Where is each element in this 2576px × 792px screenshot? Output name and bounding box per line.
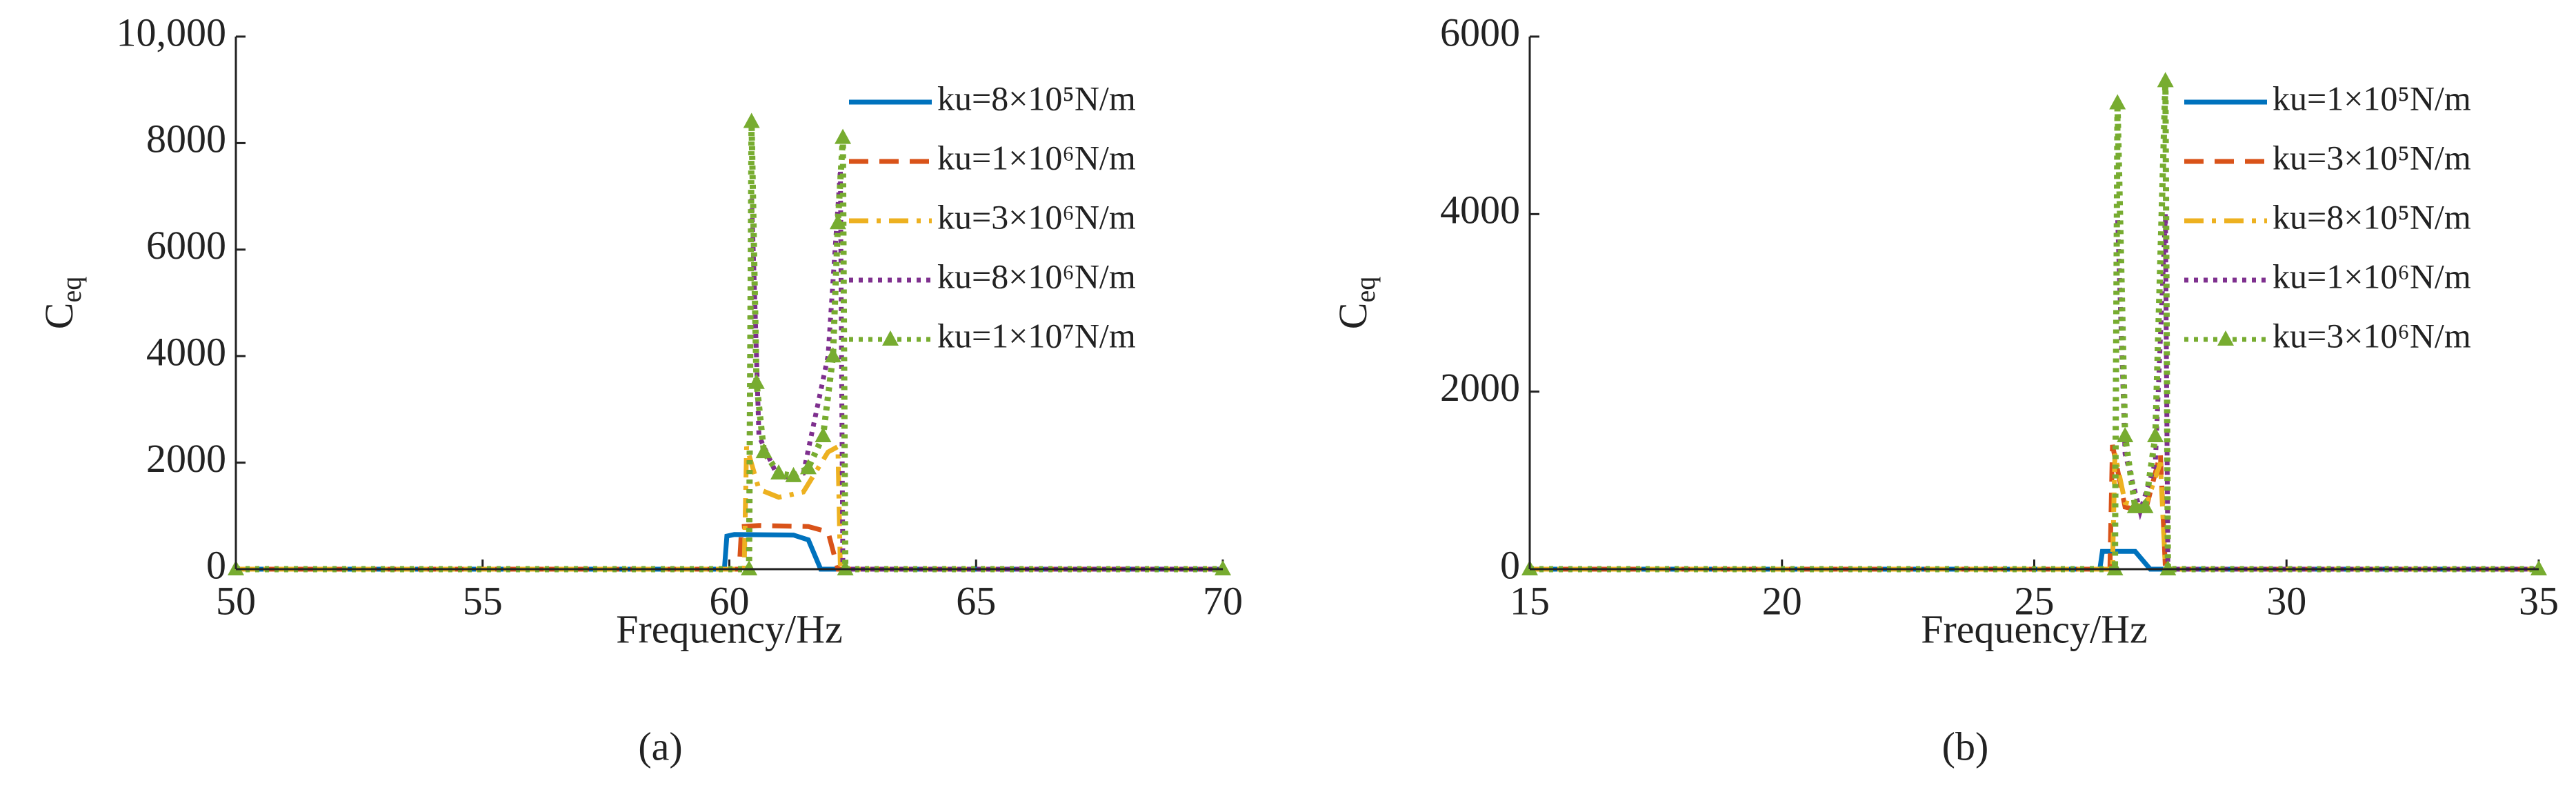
series-marker: [2106, 560, 2124, 575]
series-line: [1530, 444, 2539, 572]
y-axis-label-main: C: [1330, 303, 1375, 330]
x-tick-label: 65: [956, 578, 996, 623]
series-marker: [1215, 560, 1231, 575]
series-line: [1530, 81, 2539, 573]
caption: (a): [638, 724, 682, 769]
legend-label: ku=8×10⁵N/m: [2273, 197, 2471, 236]
series-marker: [835, 128, 852, 144]
series-marker: [2147, 427, 2164, 442]
x-axis-label: Frequency/Hz: [1921, 606, 2148, 651]
series-marker: [2137, 497, 2154, 513]
series-marker: [829, 214, 846, 230]
y-tick-label: 0: [206, 542, 226, 587]
series-marker: [2530, 560, 2547, 575]
y-tick-label: 6000: [146, 223, 226, 268]
y-tick-label: 4000: [146, 330, 226, 375]
y-axis-label: Ceq: [1330, 277, 1381, 329]
series-marker: [748, 373, 765, 389]
y-tick-label: 8000: [146, 117, 226, 161]
series-marker: [837, 560, 854, 575]
caption: (b): [1942, 724, 1989, 769]
series-marker: [2159, 560, 2177, 575]
x-tick-label: 50: [216, 578, 256, 623]
series-marker: [2157, 72, 2174, 88]
y-tick-label: 2000: [1440, 365, 1520, 410]
y-tick-label: 0: [1500, 542, 1520, 587]
x-tick-label: 35: [2519, 578, 2559, 623]
series-marker: [743, 112, 760, 128]
legend-label: ku=3×10⁶N/m: [937, 197, 1136, 236]
series-marker: [2109, 94, 2126, 110]
x-axis-label: Frequency/Hz: [616, 606, 843, 651]
series-line: [236, 532, 1223, 572]
legend-label: ku=1×10⁵N/m: [2273, 79, 2471, 117]
series-marker: [755, 443, 772, 459]
legend-label: ku=8×10⁵N/m: [937, 79, 1136, 117]
series-line: [1530, 453, 2539, 572]
series-marker: [2117, 427, 2134, 442]
legend-label: ku=1×10⁶N/m: [2273, 257, 2471, 295]
series-line: [236, 523, 1223, 572]
series-marker: [770, 464, 788, 480]
y-axis-label-sub: eq: [1350, 277, 1381, 303]
legend-label: ku=8×10⁶N/m: [937, 257, 1136, 295]
series-marker: [799, 459, 817, 475]
x-tick-label: 20: [1762, 578, 1802, 623]
y-axis-label-sub: eq: [56, 277, 87, 303]
x-tick-label: 30: [2266, 578, 2306, 623]
series-marker: [741, 560, 758, 575]
y-tick-label: 4000: [1440, 188, 1520, 232]
legend-label: ku=3×10⁶N/m: [2273, 316, 2471, 355]
legend-label: ku=1×10⁷N/m: [937, 316, 1136, 355]
legend-label: ku=3×10⁵N/m: [2273, 138, 2471, 177]
legend-marker: [2217, 330, 2234, 346]
x-tick-label: 60: [710, 578, 750, 623]
x-tick-label: 55: [463, 578, 503, 623]
y-axis-label: Ceq: [37, 277, 87, 329]
legend-marker: [882, 330, 899, 346]
x-tick-label: 70: [1203, 578, 1243, 623]
series-marker: [824, 347, 841, 363]
x-tick-label: 25: [2015, 578, 2055, 623]
series-line: [236, 442, 1223, 572]
y-tick-label: 2000: [146, 436, 226, 481]
y-axis-label-main: C: [37, 303, 81, 330]
series-marker: [815, 427, 832, 442]
series-marker: [785, 466, 802, 482]
x-tick-label: 15: [1510, 578, 1550, 623]
y-tick-label: 10,000: [117, 10, 227, 55]
legend-label: ku=1×10⁶N/m: [937, 138, 1136, 177]
y-tick-label: 6000: [1440, 10, 1520, 55]
